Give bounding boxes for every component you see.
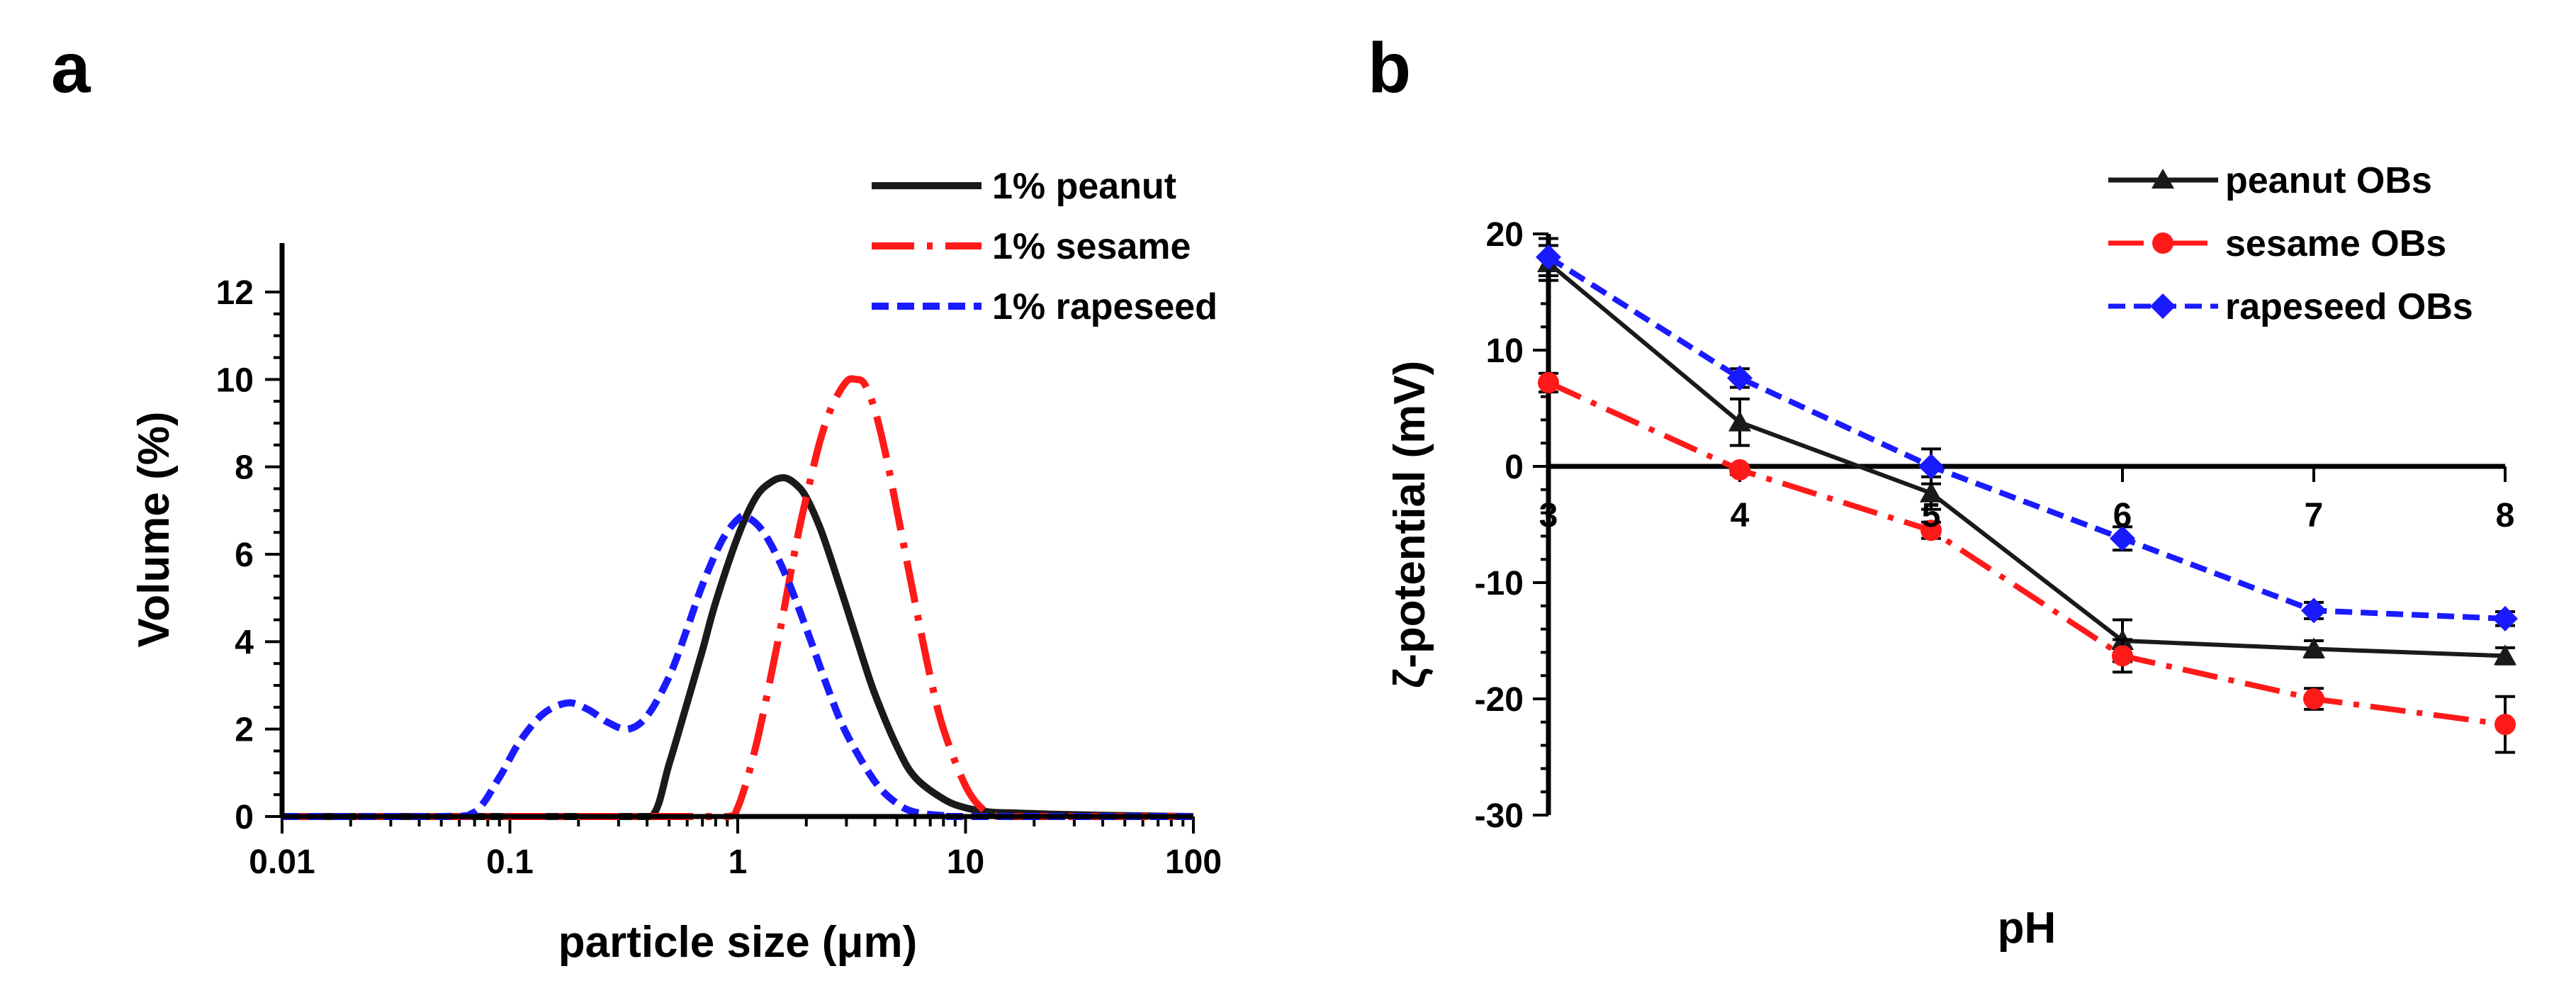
panel-a-ytick-labels: 0 2 4 6 8 10 12 [216, 274, 254, 836]
panel-b-xtick-labels: 3 4 5 6 7 8 [1539, 497, 2515, 534]
series-sesameobs [1538, 371, 2516, 754]
legend-label-peanut-obs: peanut OBs [2225, 160, 2432, 201]
x-tick-label: 5 [1922, 497, 1941, 534]
data-point-diamond [1918, 454, 1944, 479]
panel-b-legend: peanut OBs sesame OBs rapeseed OBs [2108, 160, 2473, 327]
data-point-circle [2112, 645, 2133, 667]
y-tick-label: 2 [235, 712, 254, 749]
y-tick-label: 0 [1504, 449, 1524, 486]
legend-label-peanut: 1% peanut [992, 166, 1176, 207]
data-point-diamond [2110, 525, 2135, 551]
panel-a-x-axis-title: particle size (μm) [558, 918, 918, 967]
legend-label-sesame: 1% sesame [992, 226, 1191, 267]
data-point-diamond [1536, 244, 1561, 270]
y-tick-label: 12 [216, 274, 254, 312]
y-tick-label: 0 [235, 799, 254, 836]
panel-b-series [1536, 237, 2518, 754]
y-tick-label: 6 [235, 537, 254, 574]
panel-b-letter: b [1368, 28, 1411, 108]
legend-label-rapeseed: 1% rapeseed [992, 286, 1217, 327]
data-point-triangle [2302, 637, 2325, 658]
y-tick-label: -10 [1475, 565, 1524, 602]
series-line-sesame [282, 375, 1193, 821]
series-line-peanutobs [1547, 261, 2506, 658]
data-point-circle [1920, 520, 1942, 542]
data-point-triangle [2494, 644, 2516, 666]
x-tick-label: 3 [1539, 497, 1558, 534]
data-point-circle [1729, 459, 1750, 481]
series-line-sesameobs [1547, 380, 2506, 728]
data-point-diamond [2301, 598, 2327, 624]
data-point-triangle [1920, 481, 1942, 503]
panel-a-legend: 1% peanut 1% sesame 1% rapeseed [872, 166, 1217, 327]
legend-marker-diamond [2150, 293, 2176, 319]
x-tick-label: 0.1 [486, 843, 534, 881]
x-tick-label: 10 [947, 843, 984, 881]
y-tick-label: 20 [1486, 216, 1524, 254]
x-tick-label: 4 [1731, 497, 1750, 534]
panel-a-xtick-labels: 0.01 0.1 1 10 100 [249, 843, 1222, 881]
series-line-rapeseed [282, 512, 1193, 821]
x-tick-label: 6 [2113, 497, 2132, 534]
legend-marker-circle [2152, 232, 2173, 254]
data-point-diamond [2492, 605, 2518, 632]
y-tick-label: 8 [235, 449, 254, 487]
panel-a: a 0.01 0.1 1 10 100 0 2 4 6 8 10 12 particle size … [51, 28, 1222, 967]
y-tick-label: -20 [1475, 681, 1524, 719]
data-point-triangle [1728, 410, 1751, 432]
panel-b-x-axis-title: pH [1998, 904, 2057, 953]
legend-label-sesame-obs: sesame OBs [2225, 223, 2446, 264]
legend-label-rapeseed-obs: rapeseed OBs [2225, 286, 2473, 327]
panel-a-y-axis-title: Volume (%) [130, 412, 179, 648]
y-tick-label: -30 [1475, 797, 1524, 835]
data-point-diamond [1727, 365, 1753, 391]
x-tick-label: 100 [1165, 843, 1222, 881]
series-rapeseedobs [1536, 237, 2518, 632]
x-tick-label: 1 [729, 843, 748, 881]
y-tick-label: 10 [216, 361, 254, 399]
data-point-circle [2303, 688, 2324, 709]
panel-a-letter: a [51, 28, 91, 108]
x-tick-label: 8 [2496, 497, 2515, 534]
panel-a-series [282, 375, 1194, 821]
panel-b-ytick-labels: -30 -20 -10 0 10 20 [1475, 216, 1524, 835]
series-line-peanut [282, 474, 1194, 821]
panel-b: b 3 4 5 6 7 8 -30 -20 -10 0 10 20 pH ζ-potential (… [1368, 28, 2518, 953]
legend-marker-triangle [2152, 169, 2174, 189]
y-tick-label: 10 [1486, 332, 1524, 370]
data-point-circle [1538, 371, 1559, 393]
panel-b-y-axis-title: ζ-potential (mV) [1385, 361, 1434, 689]
series-line-rapeseedobs [1546, 254, 2506, 622]
x-tick-label: 7 [2305, 497, 2324, 534]
y-tick-label: 4 [235, 624, 254, 661]
x-tick-label: 0.01 [249, 843, 315, 881]
data-point-circle [2495, 714, 2516, 736]
